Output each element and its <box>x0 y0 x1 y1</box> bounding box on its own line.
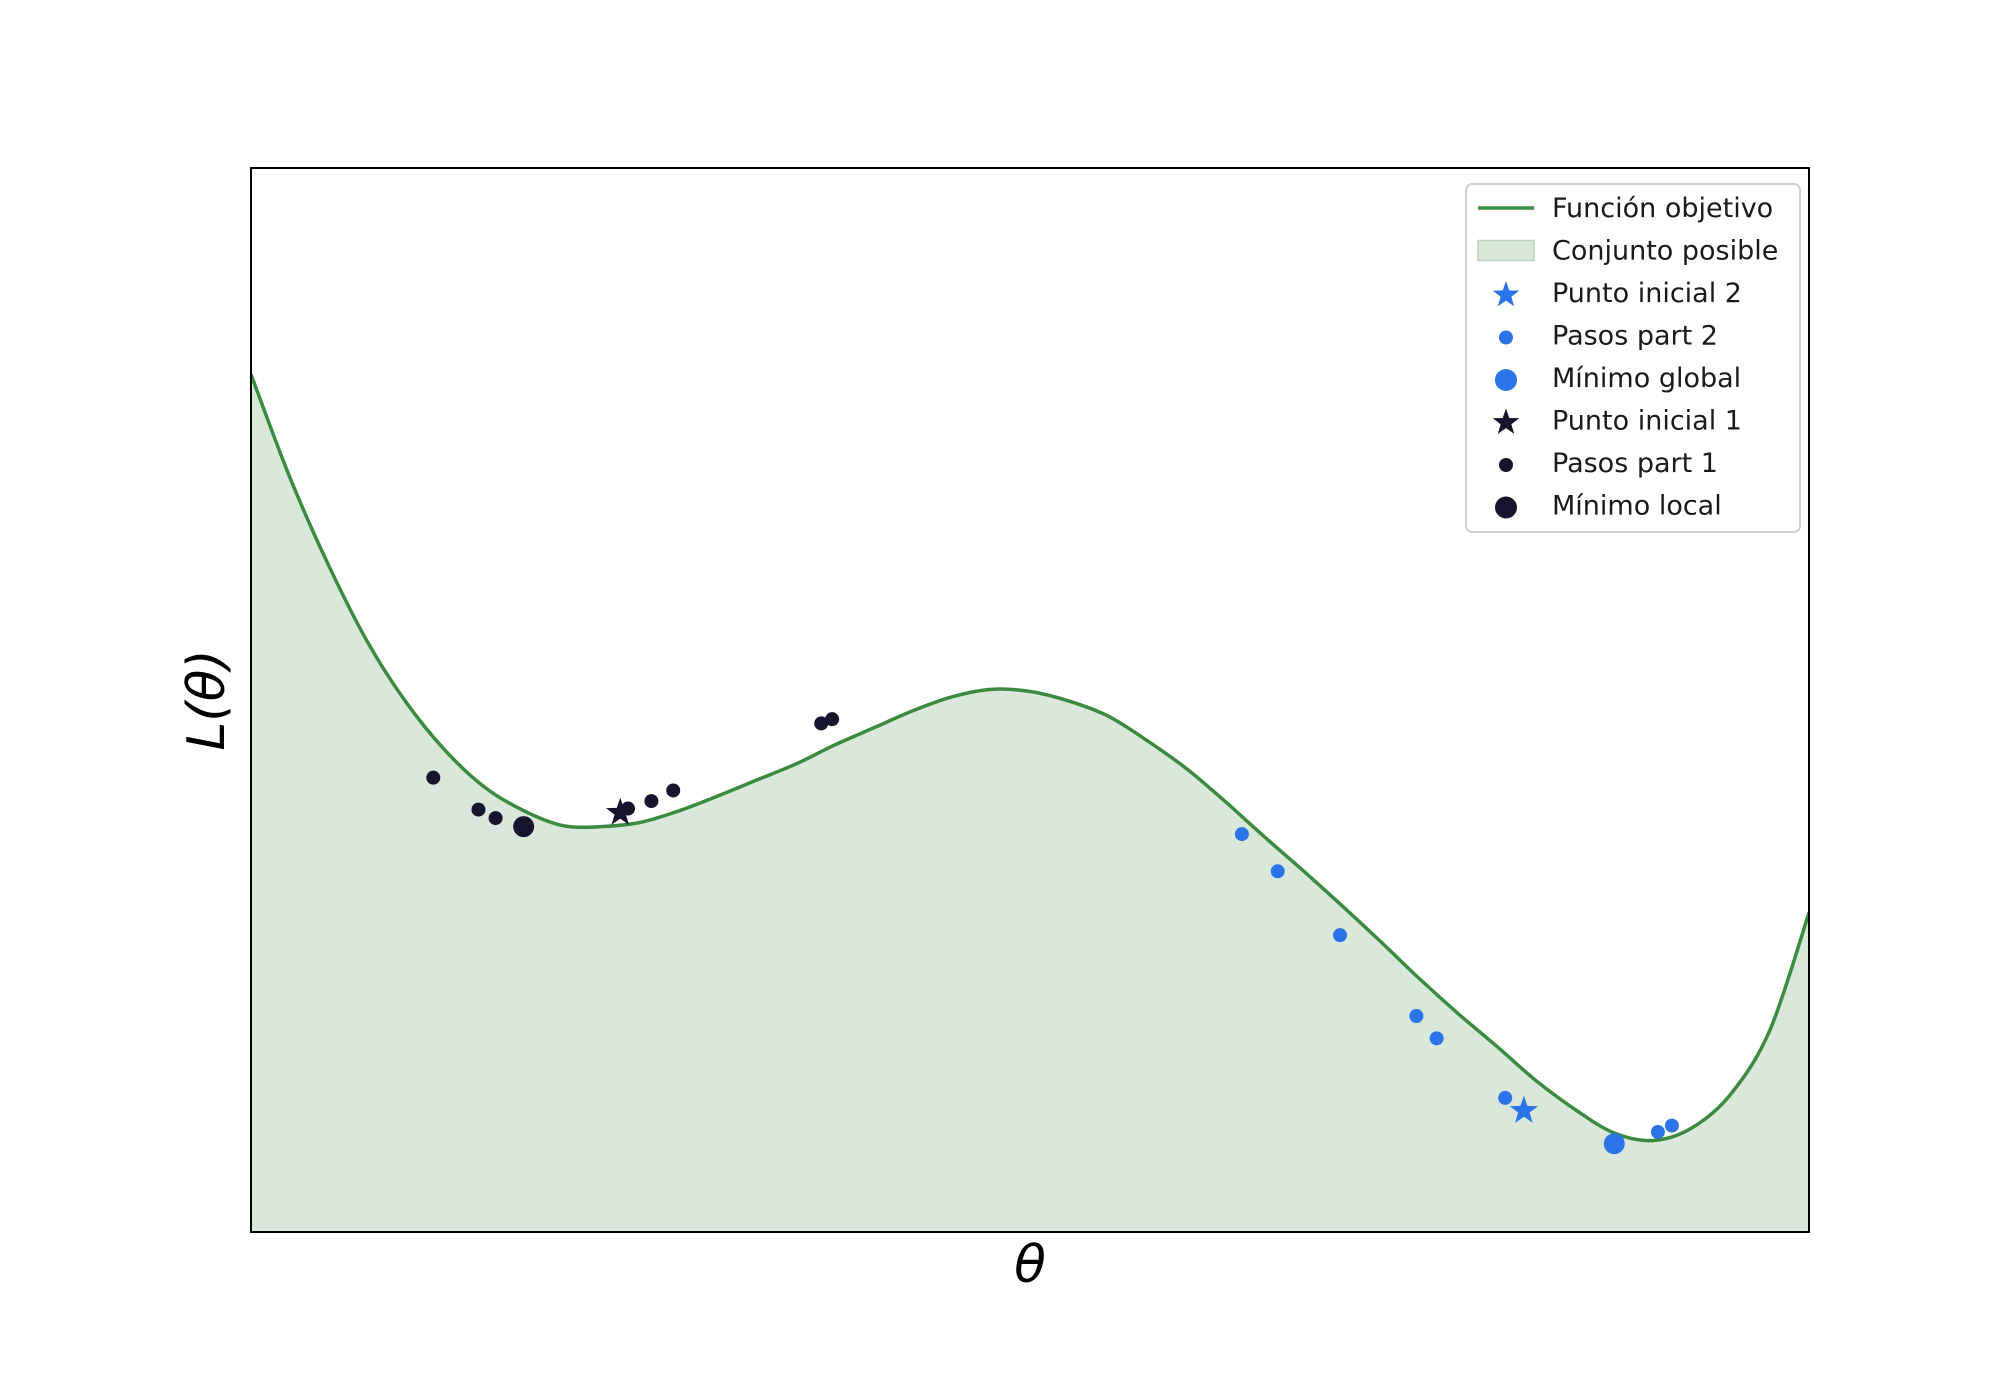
plot-frame <box>250 167 1810 1233</box>
legend-handle <box>1495 369 1517 391</box>
step-point-marker <box>426 770 441 785</box>
plot-area <box>251 373 1809 1232</box>
step-point-marker <box>488 811 503 826</box>
step-point-marker <box>814 716 829 731</box>
legend-label: Función objetivo <box>1552 193 1773 224</box>
step-point-marker <box>666 783 681 798</box>
step-point-marker <box>825 712 840 727</box>
x-axis-label: θ <box>1014 1235 1046 1295</box>
step-point-marker <box>621 801 636 816</box>
legend: Función objetivo Conjunto posible Punto in… <box>1465 183 1801 533</box>
step-point-marker <box>1409 1009 1424 1024</box>
step-point-marker <box>644 794 659 809</box>
step-point-marker <box>1270 864 1285 879</box>
legend-handle <box>1499 458 1513 472</box>
legend-handle <box>1492 281 1520 307</box>
step-point-marker <box>1498 1090 1513 1105</box>
y-axis-label: L(θ) <box>177 649 237 750</box>
step-point-marker <box>1664 1118 1679 1133</box>
legend-handle <box>1495 496 1517 519</box>
step-point-marker <box>1234 827 1249 842</box>
legend-handle <box>1492 408 1520 434</box>
legend-label: Mínimo local <box>1552 491 1722 522</box>
legend-label: Mínimo global <box>1552 363 1741 394</box>
legend-handle <box>1477 239 1535 262</box>
legend-label: Pasos part 2 <box>1552 321 1718 352</box>
legend-label: Punto inicial 2 <box>1552 278 1742 309</box>
legend-box <box>1465 183 1801 533</box>
step-point-marker <box>1429 1031 1444 1046</box>
legend-label: Pasos part 1 <box>1552 448 1718 479</box>
legend-handle <box>1499 330 1513 345</box>
start-point-marker <box>605 797 635 825</box>
step-point-marker <box>1333 928 1348 943</box>
step-point-marker <box>471 802 486 817</box>
legend-label: Punto inicial 1 <box>1552 406 1742 437</box>
minimum-point-marker <box>513 816 535 838</box>
objective-function-line <box>251 373 1809 1143</box>
step-point-marker <box>1650 1124 1665 1139</box>
legend-label: Conjunto posible <box>1552 236 1778 267</box>
minimum-point-marker <box>1603 1133 1625 1155</box>
start-point-marker <box>1509 1095 1539 1123</box>
